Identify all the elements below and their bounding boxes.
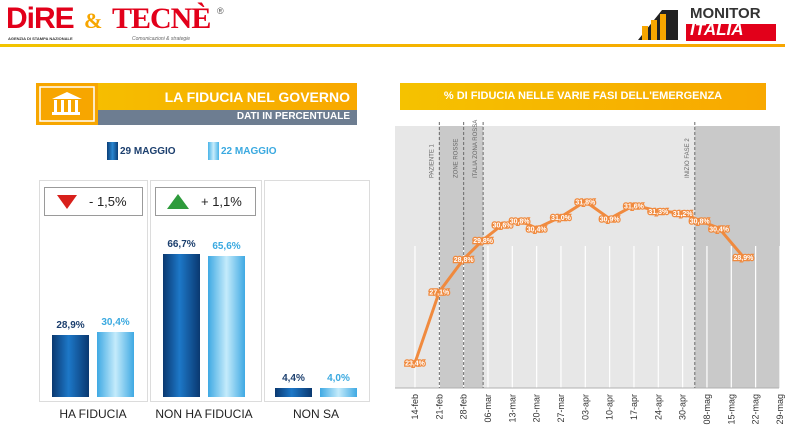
phase-marker-label: INIZIO FASE 2 bbox=[685, 138, 691, 178]
change-box-non-ha-fiducia: + 1,1% bbox=[155, 187, 256, 216]
arrow-down-icon bbox=[57, 195, 77, 209]
bar-ha-fiducia-29-maggio bbox=[52, 335, 89, 397]
data-point bbox=[740, 254, 747, 261]
header-divider bbox=[0, 44, 785, 47]
dire-logo-subtitle: AGENZIA DI STAMPA NAZIONALE bbox=[8, 36, 73, 41]
x-tick-label: 08-mag bbox=[702, 394, 712, 425]
legend-label-22-maggio: 22 MAGGIO bbox=[221, 146, 277, 157]
data-label: 27,1% bbox=[429, 290, 450, 297]
x-tick-label: 15-mag bbox=[726, 394, 736, 425]
bar-non-sa-22-maggio bbox=[320, 388, 357, 397]
x-tick-label: 29-mag bbox=[775, 394, 785, 425]
ampersand: & bbox=[84, 8, 103, 33]
phase-band-1 bbox=[694, 126, 780, 388]
phase-marker-label: PAZIENTE 1 bbox=[429, 143, 435, 178]
x-tick-label: 20-mar bbox=[532, 394, 542, 423]
data-label: 30,8% bbox=[690, 219, 711, 226]
bar-non-sa-29-maggio bbox=[275, 387, 312, 397]
tecne-logo-subtitle: Comunicazioni & strategie bbox=[132, 36, 191, 42]
data-point bbox=[533, 225, 540, 232]
data-label: 31,0% bbox=[551, 215, 572, 222]
bar-value-label: 28,9% bbox=[56, 320, 85, 332]
category-label-non-ha-fiducia: NON HA FIDUCIA bbox=[155, 407, 253, 421]
monitor-label: MONITOR bbox=[690, 5, 761, 22]
right-panel-title: % DI FIDUCIA NELLE VARIE FASI DELL'EMERG… bbox=[443, 90, 723, 102]
data-label: 23,4% bbox=[405, 361, 426, 368]
left-panel-subtitle: DATI IN PERCENTUALE bbox=[236, 111, 350, 122]
monitor-italia-logo bbox=[638, 10, 776, 41]
data-label: 28,9% bbox=[734, 255, 755, 262]
arrow-up-icon bbox=[167, 194, 189, 209]
data-point bbox=[606, 215, 613, 222]
x-tick-label: 22-mag bbox=[751, 394, 761, 425]
data-label: 31,3% bbox=[648, 209, 669, 216]
right-title-banner bbox=[400, 83, 766, 110]
left-panel-title: LA FIDUCIA NEL GOVERNO bbox=[164, 89, 350, 105]
legend-swatch-22-maggio bbox=[208, 142, 219, 160]
data-point bbox=[582, 198, 589, 205]
bar-value-label: 4,4% bbox=[282, 372, 305, 384]
data-point bbox=[436, 288, 443, 295]
legend-swatch-29-maggio bbox=[107, 142, 118, 160]
line-chart: PAZIENTE 1 ZONE ROSSE ITALIA ZONA ROSSA INI… bbox=[395, 120, 785, 425]
legend-label-29-maggio: 29 MAGGIO bbox=[120, 146, 176, 157]
data-point bbox=[630, 202, 637, 209]
tecne-logo: TECNÈ bbox=[112, 2, 211, 35]
data-point bbox=[412, 359, 418, 366]
x-tick-label: 10-apr bbox=[605, 394, 615, 420]
x-tick-label: 03-apr bbox=[580, 394, 590, 420]
left-subtitle-banner bbox=[45, 110, 357, 125]
x-tick-label: 06-mar bbox=[483, 394, 493, 423]
data-point bbox=[516, 217, 523, 224]
bar-value-label: 65,6% bbox=[212, 241, 241, 253]
italia-label: ITALIA bbox=[690, 20, 744, 39]
bar-value-label: 4,0% bbox=[327, 373, 350, 385]
data-point bbox=[716, 225, 723, 232]
bar-value-label: 66,7% bbox=[167, 239, 196, 250]
data-point bbox=[696, 217, 703, 224]
data-label: 29,8% bbox=[473, 238, 494, 245]
change-box-ha-fiducia: - 1,5% bbox=[44, 187, 143, 216]
group-panel-non-sa bbox=[264, 180, 370, 402]
bar-non-ha-fiducia-22-maggio bbox=[208, 256, 245, 397]
change-value-non-ha-fiducia: + 1,1% bbox=[201, 194, 242, 209]
category-label-ha-fiducia: HA FIDUCIA bbox=[59, 407, 127, 421]
registered-mark: ® bbox=[217, 6, 224, 16]
phase-band-0 bbox=[439, 126, 484, 388]
government-building-icon bbox=[36, 83, 98, 125]
data-label: 31,2% bbox=[673, 211, 694, 218]
bar-non-ha-fiducia-29-maggio bbox=[163, 254, 200, 397]
x-tick-label: 27-mar bbox=[556, 394, 566, 423]
change-value-ha-fiducia: - 1,5% bbox=[89, 194, 127, 209]
data-label: 30,9% bbox=[600, 217, 621, 224]
data-label: 31,6% bbox=[624, 203, 645, 210]
data-label: 31,8% bbox=[575, 199, 596, 206]
x-tick-label: 17-apr bbox=[629, 394, 639, 420]
x-tick-label: 21-feb bbox=[434, 394, 444, 420]
data-point bbox=[499, 221, 506, 228]
category-label-non-sa: NON SA bbox=[292, 407, 339, 421]
trend-line bbox=[413, 199, 745, 364]
phase-marker-label: ITALIA ZONA ROSSA bbox=[473, 120, 479, 178]
dire-logo: DiRE bbox=[6, 2, 75, 35]
data-point bbox=[460, 256, 467, 263]
data-label: 30,4% bbox=[527, 226, 548, 233]
x-tick-label: 28-feb bbox=[459, 394, 469, 420]
x-tick-label: 30-apr bbox=[678, 394, 688, 420]
x-tick-label: 14-feb bbox=[410, 394, 420, 420]
data-label: 28,8% bbox=[454, 257, 475, 264]
data-point bbox=[480, 236, 487, 243]
data-point bbox=[655, 208, 662, 215]
data-point bbox=[557, 213, 564, 220]
data-point bbox=[679, 209, 686, 216]
data-label: 30,4% bbox=[709, 226, 730, 233]
x-tick-label: 24-apr bbox=[653, 394, 663, 420]
data-label: 30,6% bbox=[493, 222, 514, 229]
bar-value-label: 30,4% bbox=[101, 316, 130, 328]
data-label: 30,8% bbox=[510, 219, 531, 226]
x-tick-label: 13-mar bbox=[507, 394, 517, 423]
bar-ha-fiducia-22-maggio bbox=[97, 331, 134, 397]
phase-marker-label: ZONE ROSSE bbox=[454, 139, 460, 178]
